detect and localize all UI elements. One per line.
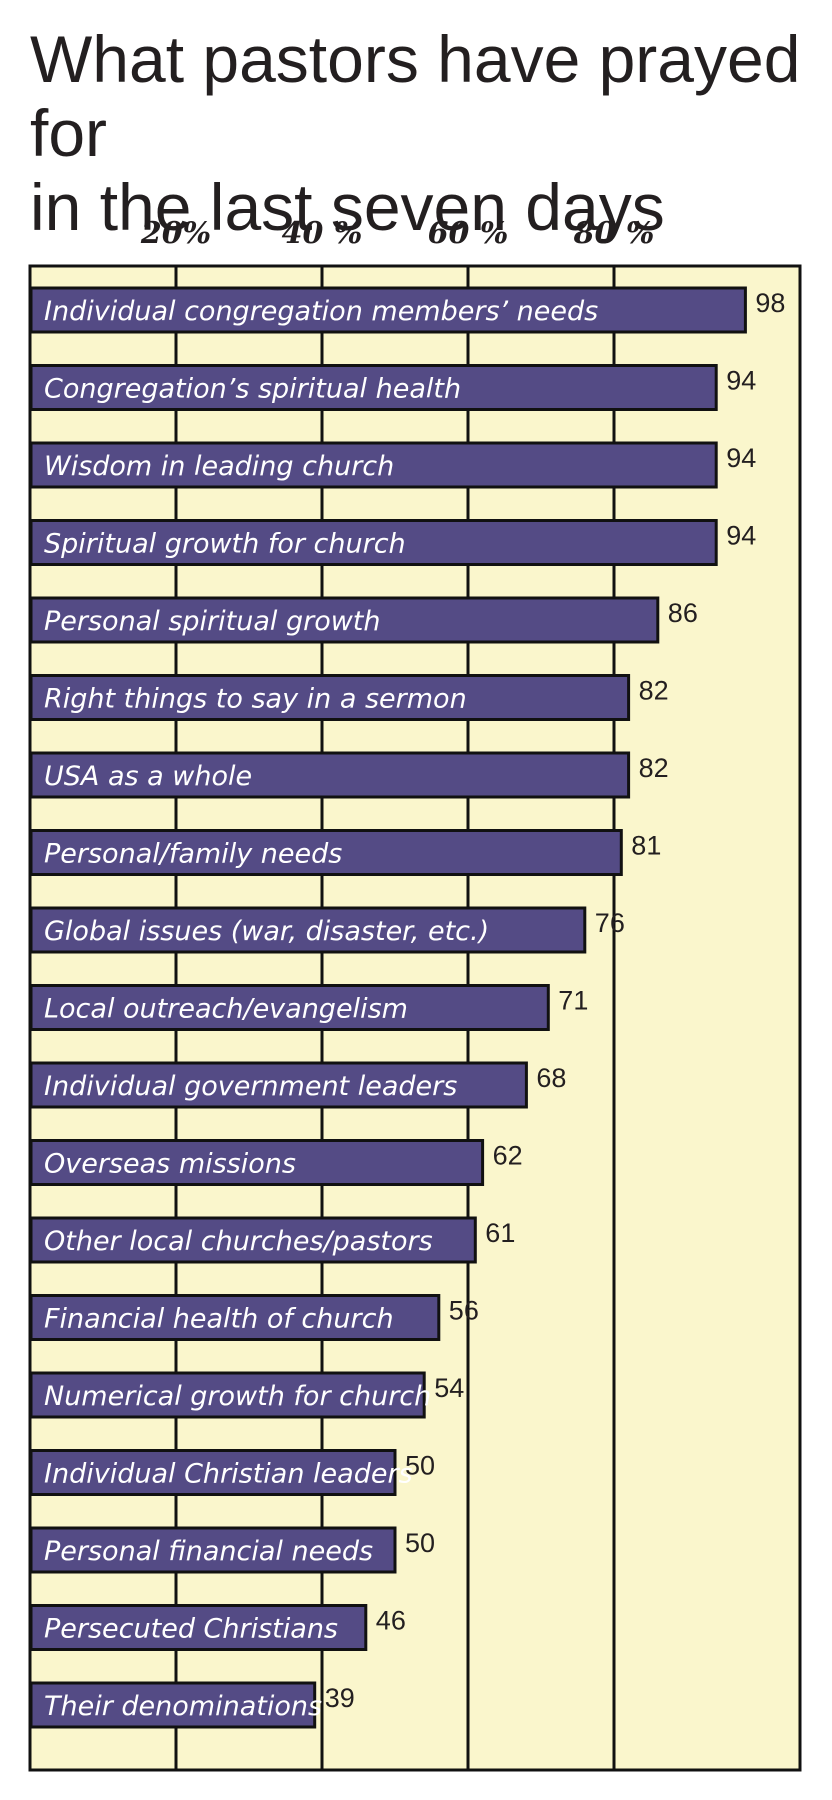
bar-category-label: Their denominations xyxy=(44,1691,322,1722)
bar xyxy=(29,829,623,876)
bar-value-label: 81 xyxy=(631,831,661,861)
bar xyxy=(29,906,587,954)
bar-value-label: 82 xyxy=(639,676,669,706)
bar-value-label: 98 xyxy=(755,288,785,318)
bar-category-label: Personal spiritual growth xyxy=(44,606,381,637)
x-tick-label: 40 % xyxy=(282,216,363,251)
bar-category-label: Spiritual growth for church xyxy=(44,529,406,560)
bar-category-label: Global issues (war, disaster, etc.) xyxy=(44,916,489,947)
bar-category-label: Right things to say in a sermon xyxy=(44,684,467,715)
bar-value-label: 39 xyxy=(325,1683,355,1713)
bar-category-label: Personal financial needs xyxy=(44,1536,373,1567)
bar-value-label: 82 xyxy=(639,753,669,783)
bar-value-label: 50 xyxy=(405,1451,435,1481)
chart-title: What pastors have prayed for in the last… xyxy=(30,22,820,244)
bar xyxy=(29,1681,317,1729)
bar xyxy=(29,1526,397,1574)
bar xyxy=(29,441,718,489)
bar-value-label: 62 xyxy=(493,1141,523,1171)
bar-value-label: 50 xyxy=(405,1528,435,1558)
bar-value-label: 68 xyxy=(536,1063,566,1093)
bar xyxy=(29,596,660,644)
bar-category-label: Persecuted Christians xyxy=(44,1614,338,1645)
bar-category-label: Congregation’s spiritual health xyxy=(44,374,461,405)
bar xyxy=(29,1371,426,1419)
bar-value-label: 94 xyxy=(726,443,756,473)
bar-value-label: 56 xyxy=(449,1296,479,1326)
x-tick-label: 60 % xyxy=(428,216,509,251)
x-tick-label: 80 % xyxy=(573,216,655,251)
bar xyxy=(29,984,550,1031)
bar-category-label: USA as a whole xyxy=(44,761,252,792)
bar-category-label: Numerical growth for church xyxy=(44,1381,431,1412)
bar-value-label: 61 xyxy=(485,1218,515,1248)
bar-category-label: Financial health of church xyxy=(44,1304,394,1335)
bar xyxy=(29,364,718,411)
bar-category-label: Individual Christian leaders xyxy=(44,1459,413,1490)
bar-value-label: 76 xyxy=(595,908,625,938)
bar xyxy=(29,1449,397,1496)
bar xyxy=(29,674,631,721)
bar-value-label: 46 xyxy=(376,1606,406,1636)
x-tick-label: 20% xyxy=(140,216,211,251)
bar-value-label: 94 xyxy=(726,366,756,396)
bar-value-label: 54 xyxy=(434,1373,464,1403)
bar-category-label: Personal/family needs xyxy=(44,839,342,870)
bar-category-label: Other local churches/pastors xyxy=(44,1226,433,1257)
bar xyxy=(29,1216,477,1264)
bar xyxy=(29,751,631,799)
bar-category-label: Individual congregation members’ needs xyxy=(44,296,598,327)
bar-value-label: 71 xyxy=(558,986,588,1016)
bar xyxy=(29,286,747,334)
bar-value-label: 86 xyxy=(668,598,698,628)
bar xyxy=(29,519,718,566)
bar xyxy=(29,1061,528,1109)
bar-value-label: 94 xyxy=(726,521,756,551)
title-line-1: What pastors have prayed for xyxy=(30,22,801,170)
bar-category-label: Local outreach/evangelism xyxy=(44,994,408,1025)
title-line-2: in the last seven days xyxy=(30,170,665,244)
bar xyxy=(29,1139,485,1186)
bar-category-label: Overseas missions xyxy=(44,1149,296,1180)
bar-category-label: Individual government leaders xyxy=(44,1071,457,1102)
bar xyxy=(29,1604,368,1651)
bar-category-label: Wisdom in leading church xyxy=(44,451,394,482)
bar xyxy=(29,1294,441,1341)
